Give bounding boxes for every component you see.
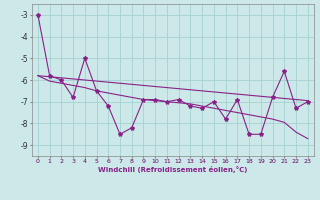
X-axis label: Windchill (Refroidissement éolien,°C): Windchill (Refroidissement éolien,°C)	[98, 166, 247, 173]
